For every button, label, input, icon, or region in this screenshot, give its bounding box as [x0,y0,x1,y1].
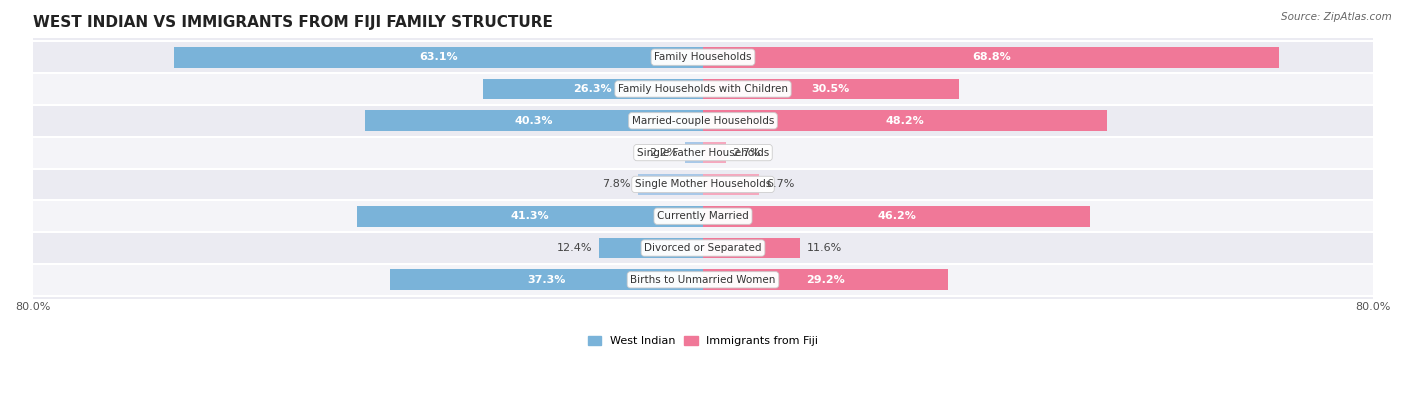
Text: 2.7%: 2.7% [733,148,761,158]
Bar [703,79,959,99]
Bar [32,169,1374,200]
Bar [482,79,703,99]
Text: Family Households: Family Households [654,52,752,62]
Bar [32,232,1374,264]
Bar [32,137,1374,169]
Text: 6.7%: 6.7% [766,179,794,190]
Legend: West Indian, Immigrants from Fiji: West Indian, Immigrants from Fiji [583,331,823,351]
Bar [32,264,1374,296]
Text: 11.6%: 11.6% [807,243,842,253]
Text: Single Mother Households: Single Mother Households [636,179,770,190]
Text: 48.2%: 48.2% [886,116,924,126]
Bar [391,269,703,290]
Bar [357,206,703,227]
Bar [366,111,703,131]
Bar [174,47,703,68]
Bar [703,269,948,290]
Text: 26.3%: 26.3% [574,84,612,94]
Bar [32,105,1374,137]
Text: 12.4%: 12.4% [557,243,592,253]
Text: 7.8%: 7.8% [602,179,631,190]
Text: Births to Unmarried Women: Births to Unmarried Women [630,275,776,285]
Text: Currently Married: Currently Married [657,211,749,221]
Bar [703,206,1090,227]
Bar [703,238,800,258]
Text: Married-couple Households: Married-couple Households [631,116,775,126]
Bar [32,200,1374,232]
Bar [703,174,759,195]
Text: 40.3%: 40.3% [515,116,554,126]
Text: Divorced or Separated: Divorced or Separated [644,243,762,253]
Text: 41.3%: 41.3% [510,211,550,221]
Text: 2.2%: 2.2% [650,148,678,158]
Bar [638,174,703,195]
Bar [703,111,1107,131]
Text: Family Households with Children: Family Households with Children [619,84,787,94]
Bar [32,41,1374,73]
Text: 29.2%: 29.2% [806,275,845,285]
Bar [703,47,1279,68]
Text: 68.8%: 68.8% [972,52,1011,62]
Bar [32,73,1374,105]
Text: 63.1%: 63.1% [419,52,458,62]
Bar [703,142,725,163]
Text: 46.2%: 46.2% [877,211,915,221]
Text: Source: ZipAtlas.com: Source: ZipAtlas.com [1281,12,1392,22]
Bar [685,142,703,163]
Text: Single Father Households: Single Father Households [637,148,769,158]
Bar [599,238,703,258]
Text: 37.3%: 37.3% [527,275,567,285]
Text: 30.5%: 30.5% [811,84,849,94]
Text: WEST INDIAN VS IMMIGRANTS FROM FIJI FAMILY STRUCTURE: WEST INDIAN VS IMMIGRANTS FROM FIJI FAMI… [32,15,553,30]
